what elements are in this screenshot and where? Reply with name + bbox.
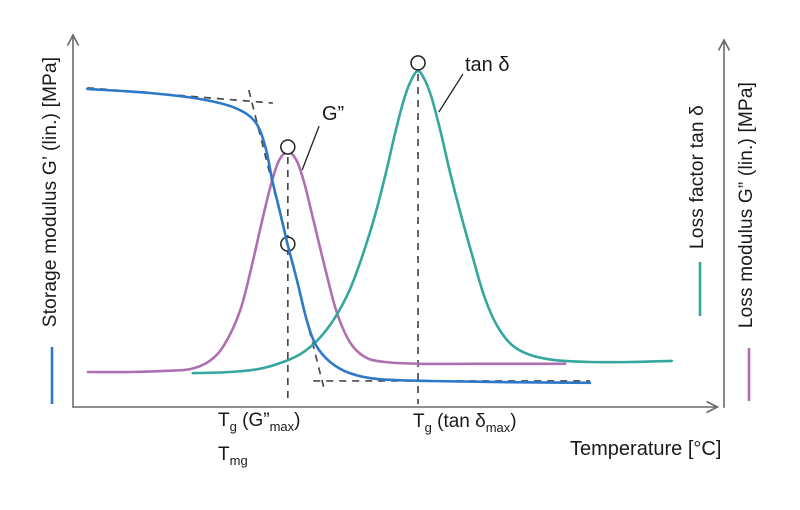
x-axis-label: Temperature [°C] (570, 438, 722, 460)
left-axis-label: Storage modulus G’ (lin.) [MPa] (40, 56, 61, 328)
tan-delta-max-marker (410, 55, 426, 71)
tg-g2max-sub-max: max (269, 419, 295, 434)
g2-pointer (301, 125, 320, 171)
right-outer-axis-label: Loss modulus G” (lin.) [MPa] (736, 81, 757, 329)
tan-delta-curve (191, 69, 674, 375)
g2-annotation: G” (322, 103, 345, 125)
tmg-label: Tmg (218, 444, 248, 468)
tg-g2max-label: Tg (G”max) (218, 410, 300, 434)
tg-tandmax-base: T (413, 411, 425, 432)
tg-tandmax-sub-g: g (424, 420, 432, 435)
right-inner-axis-label: Loss factor tan δ (687, 105, 708, 249)
tg-tandmax-label: Tg (tan δmax) (413, 411, 517, 435)
tg-tandmax-mid: (tan δ (431, 411, 486, 432)
tg-g2max-base: T (218, 410, 230, 431)
tg-g2max-mid: (G” (236, 410, 270, 431)
tan-delta-annotation: tan δ (465, 54, 510, 76)
tg-g2max-sub-g: g (229, 419, 237, 434)
tmg-sub: mg (229, 453, 248, 468)
g2-max-marker (280, 139, 296, 155)
tg-tandmax-sub-max: max (485, 420, 511, 435)
right-y-axis (717, 38, 731, 408)
storage-modulus-curve (86, 87, 592, 385)
x-axis (73, 400, 720, 414)
left-y-axis (66, 33, 80, 408)
tan-delta-pointer (438, 73, 464, 113)
loss-modulus-curve (86, 150, 567, 374)
tg-g2max-end: ) (294, 410, 301, 431)
tmg-base: T (218, 444, 230, 465)
tg-tandmax-end: ) (510, 411, 517, 432)
